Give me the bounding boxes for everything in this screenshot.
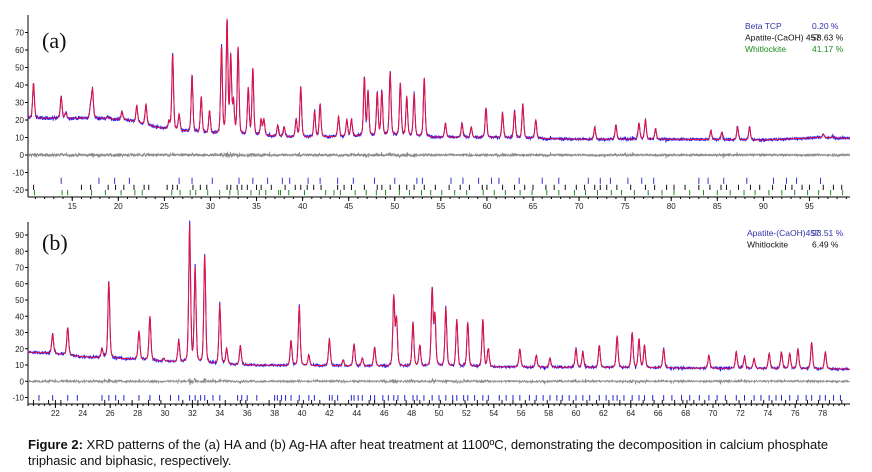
y-tick-label: 90 bbox=[15, 231, 24, 240]
x-tick-label: 40 bbox=[298, 409, 307, 418]
y-tick-label: 30 bbox=[15, 99, 24, 108]
y-tick-label: 0 bbox=[20, 151, 25, 160]
x-tick-label: 36 bbox=[243, 409, 252, 418]
y-tick-label: 70 bbox=[15, 29, 24, 38]
x-tick-label: 90 bbox=[759, 202, 768, 211]
legend-phase-value: 41.17 % bbox=[812, 44, 844, 54]
calculated-pattern-line bbox=[27, 18, 850, 141]
x-tick-label: 44 bbox=[352, 409, 361, 418]
x-tick-label: 40 bbox=[298, 202, 307, 211]
x-tick-label: 50 bbox=[435, 409, 444, 418]
legend-phase-value: 58.63 % bbox=[812, 33, 844, 43]
x-tick-label: 65 bbox=[529, 202, 538, 211]
y-tick-label: 40 bbox=[15, 312, 24, 321]
x-tick-label: 52 bbox=[462, 409, 471, 418]
y-tick-label: 70 bbox=[15, 264, 24, 273]
legend-phase-name: Whitlockite bbox=[747, 240, 788, 250]
x-tick-label: 46 bbox=[380, 409, 389, 418]
difference-line bbox=[27, 377, 851, 386]
x-tick-label: 42 bbox=[325, 409, 334, 418]
legend-phase-name: Beta TCP bbox=[745, 21, 782, 31]
y-tick-label: 20 bbox=[15, 345, 24, 354]
x-tick-label: 30 bbox=[161, 409, 170, 418]
x-tick-label: 28 bbox=[133, 409, 142, 418]
legend-phase-name: Whitlockite bbox=[745, 44, 786, 54]
x-tick-label: 45 bbox=[344, 202, 353, 211]
x-tick-label: 62 bbox=[599, 409, 608, 418]
y-tick-label: 50 bbox=[15, 296, 24, 305]
x-tick-label: 34 bbox=[215, 409, 224, 418]
legend-phase-value: 6.49 % bbox=[812, 240, 839, 250]
figure-caption: Figure 2: XRD patterns of the (a) HA and… bbox=[28, 437, 848, 469]
x-tick-label: 78 bbox=[818, 409, 827, 418]
x-tick-label: 68 bbox=[681, 409, 690, 418]
chart-panel-a: -20 -10 0 10 20 30 40 50 60 70 15 20 25 30 35 40 45 50 55 6… bbox=[12, 15, 851, 211]
x-tick-label: 85 bbox=[713, 202, 722, 211]
y-tick-label: 10 bbox=[15, 134, 24, 143]
y-tick-label: 80 bbox=[15, 247, 24, 256]
x-tick-label: 54 bbox=[489, 409, 498, 418]
y-tick-label: 10 bbox=[15, 361, 24, 370]
caption-text: XRD patterns of the (a) HA and (b) Ag-HA… bbox=[28, 437, 829, 468]
legend-phase-value: 0.20 % bbox=[812, 21, 839, 31]
x-tick-label: 60 bbox=[572, 409, 581, 418]
y-tick-label: -20 bbox=[12, 186, 24, 195]
x-tick-label: 70 bbox=[575, 202, 584, 211]
y-tick-label: 0 bbox=[20, 377, 25, 386]
x-tick-label: 24 bbox=[78, 409, 87, 418]
panel-label: (b) bbox=[42, 230, 68, 255]
x-tick-label: 66 bbox=[654, 409, 663, 418]
y-tick-label: 30 bbox=[15, 329, 24, 338]
x-tick-label: 70 bbox=[709, 409, 718, 418]
legend-phase-value: 93.51 % bbox=[812, 228, 844, 238]
x-tick-label: 15 bbox=[68, 202, 77, 211]
legend-phase-name: Apatite-(CaOH)457 bbox=[747, 228, 820, 238]
x-tick-label: 95 bbox=[805, 202, 814, 211]
x-tick-label: 38 bbox=[270, 409, 279, 418]
x-tick-label: 58 bbox=[544, 409, 553, 418]
x-tick-label: 80 bbox=[667, 202, 676, 211]
x-tick-label: 30 bbox=[206, 202, 215, 211]
x-tick-label: 74 bbox=[763, 409, 772, 418]
y-tick-label: -10 bbox=[12, 169, 24, 178]
x-tick-label: 26 bbox=[106, 409, 115, 418]
xrd-figure: -20 -10 0 10 20 30 40 50 60 70 15 20 25 30 35 40 45 50 55 6… bbox=[12, 15, 851, 418]
y-tick-label: 20 bbox=[15, 116, 24, 125]
x-tick-label: 64 bbox=[626, 409, 635, 418]
x-tick-label: 55 bbox=[436, 202, 445, 211]
panel-label: (a) bbox=[42, 28, 66, 53]
x-tick-label: 20 bbox=[114, 202, 123, 211]
calculated-pattern-line bbox=[28, 223, 850, 370]
x-tick-label: 22 bbox=[51, 409, 60, 418]
x-tick-label: 60 bbox=[482, 202, 491, 211]
observed-pattern-line bbox=[27, 20, 851, 143]
x-tick-label: 48 bbox=[407, 409, 416, 418]
x-tick-label: 32 bbox=[188, 409, 197, 418]
x-tick-label: 35 bbox=[252, 202, 261, 211]
chart-panel-b: -10 0 10 20 30 40 50 60 70 80 90 22 24 26 28 30 32 34 36 38… bbox=[12, 220, 851, 418]
x-tick-label: 56 bbox=[517, 409, 526, 418]
y-tick-label: 50 bbox=[15, 64, 24, 73]
x-tick-label: 75 bbox=[621, 202, 630, 211]
y-tick-label: -10 bbox=[12, 394, 24, 403]
difference-line bbox=[27, 150, 851, 159]
y-tick-label: 60 bbox=[15, 46, 24, 55]
y-tick-label: 40 bbox=[15, 81, 24, 90]
x-tick-label: 72 bbox=[736, 409, 745, 418]
legend-phase-name: Apatite-(CaOH) 457 bbox=[745, 33, 820, 43]
caption-label: Figure 2: bbox=[28, 437, 83, 452]
x-tick-label: 25 bbox=[160, 202, 169, 211]
x-tick-label: 76 bbox=[791, 409, 800, 418]
y-tick-label: 60 bbox=[15, 280, 24, 289]
x-tick-label: 50 bbox=[390, 202, 399, 211]
